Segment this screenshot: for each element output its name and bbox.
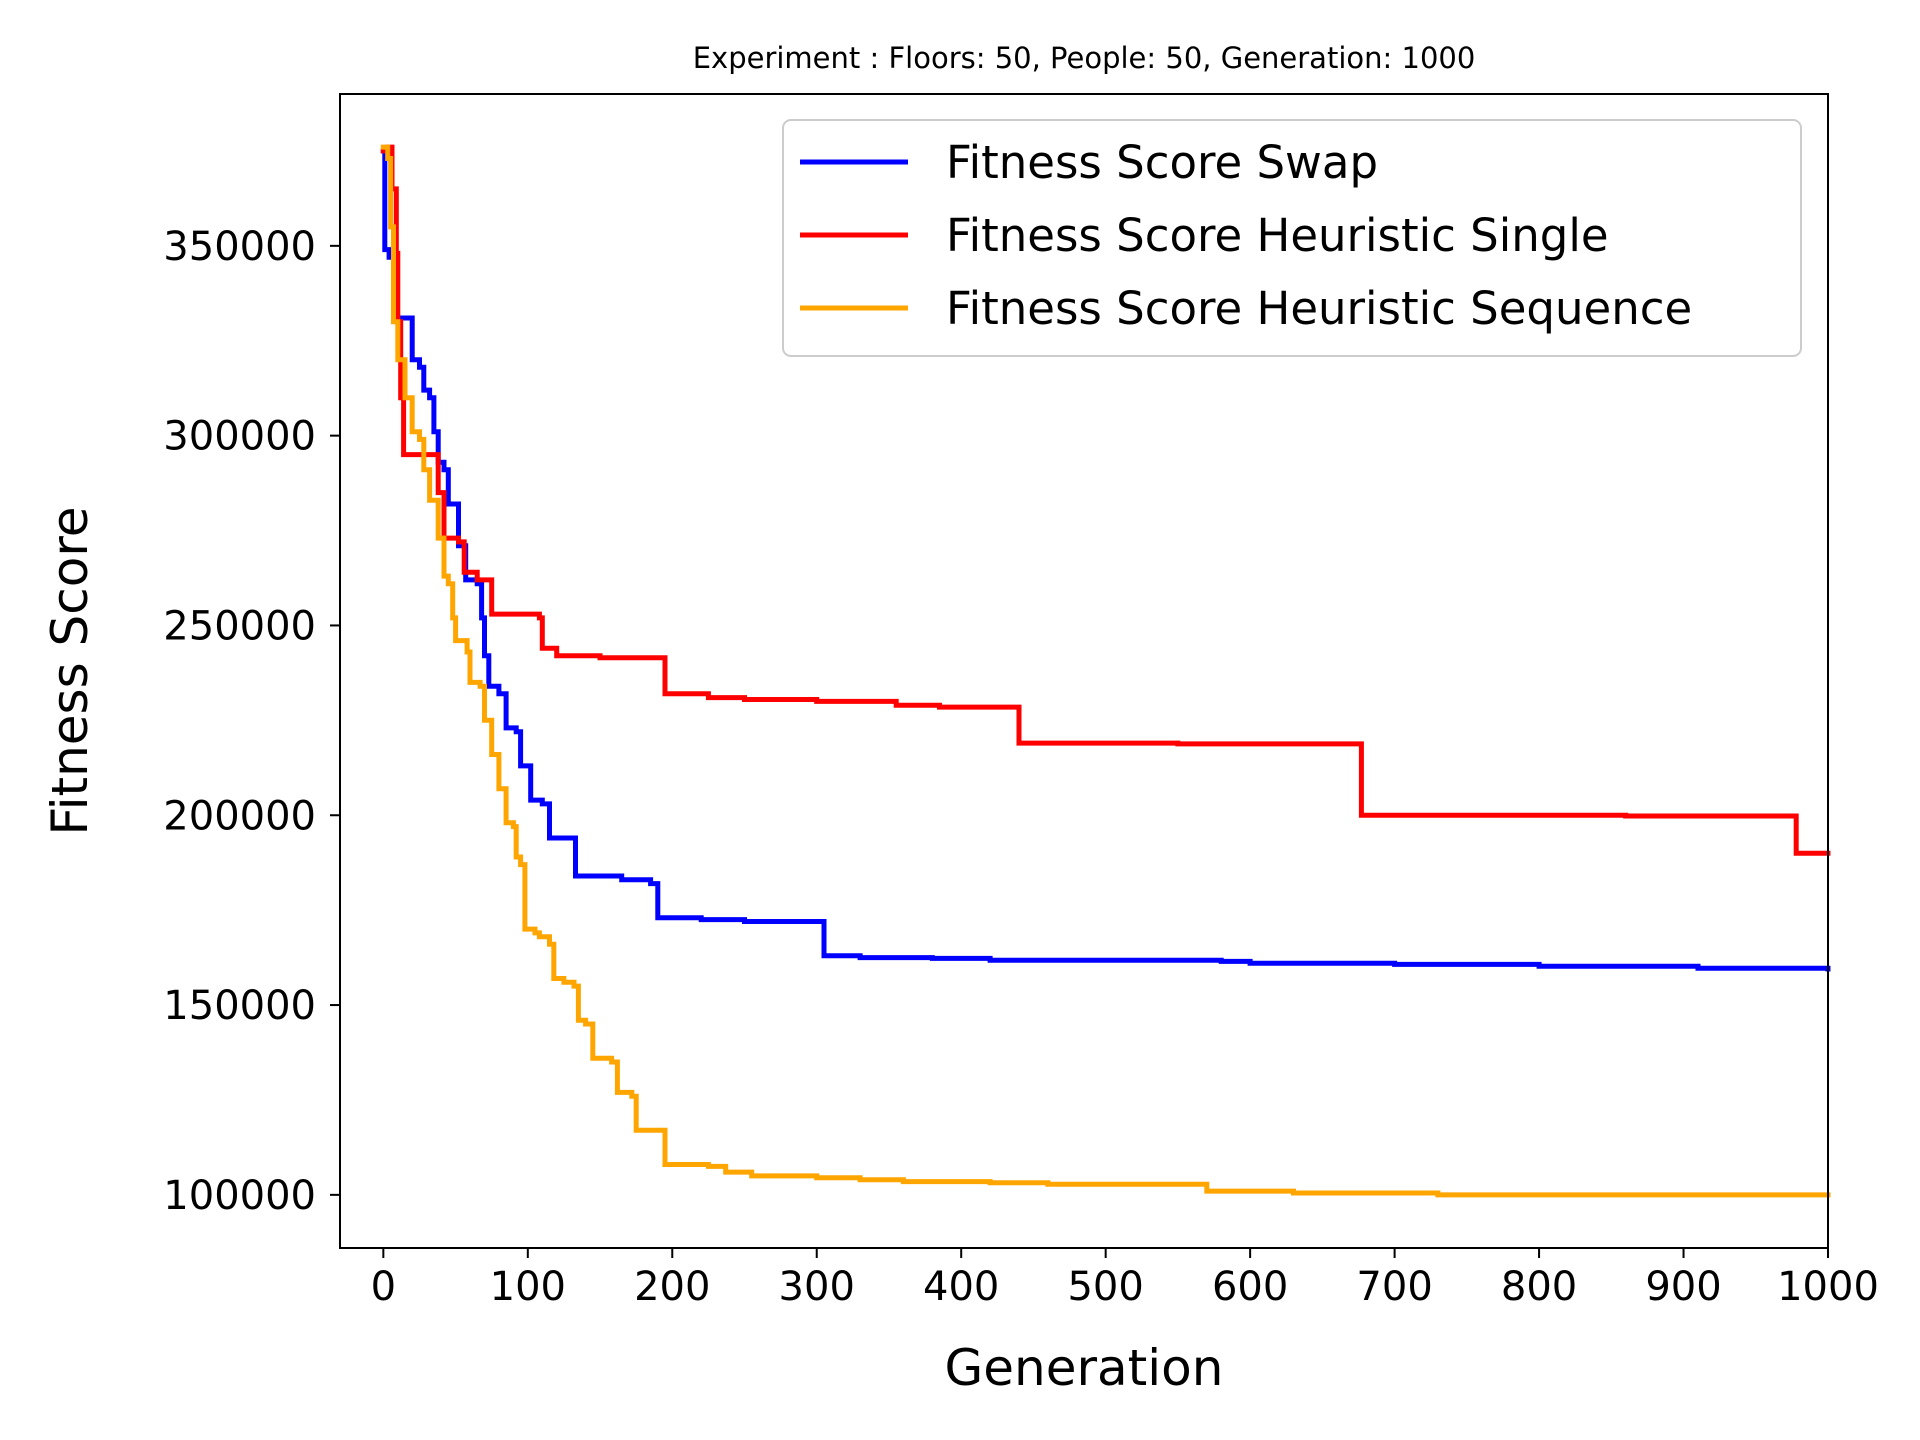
y-axis-label: Fitness Score bbox=[41, 506, 99, 835]
y-tick-label: 200000 bbox=[163, 793, 316, 839]
x-tick-label: 0 bbox=[371, 1264, 396, 1310]
series-line-0 bbox=[380, 148, 1831, 972]
chart-title: Experiment : Floors: 50, People: 50, Gen… bbox=[693, 41, 1476, 75]
x-tick-label: 400 bbox=[923, 1264, 999, 1310]
x-tick-label: 700 bbox=[1356, 1264, 1432, 1310]
series-layer bbox=[380, 144, 1831, 1198]
x-tick-label: 800 bbox=[1501, 1264, 1577, 1310]
x-axis-label: Generation bbox=[945, 1339, 1224, 1397]
y-tick-label: 350000 bbox=[163, 224, 316, 270]
y-tick-label: 150000 bbox=[163, 983, 316, 1029]
x-tick-label: 900 bbox=[1645, 1264, 1721, 1310]
y-tick-label: 300000 bbox=[163, 414, 316, 460]
y-tick-label: 250000 bbox=[163, 603, 316, 649]
x-tick-label: 300 bbox=[779, 1264, 855, 1310]
legend-label-heuristic-sequence: Fitness Score Heuristic Sequence bbox=[946, 282, 1692, 335]
legend-label-heuristic-single: Fitness Score Heuristic Single bbox=[946, 209, 1609, 262]
x-tick-label: 200 bbox=[634, 1264, 710, 1310]
y-tick-label: 100000 bbox=[163, 1173, 316, 1219]
legend: Fitness Score Swap Fitness Score Heurist… bbox=[782, 119, 1802, 357]
x-tick-label: 600 bbox=[1212, 1264, 1288, 1310]
x-axis: 0 100 200 300 400 500 600 700 800 900 1000 bbox=[371, 1248, 1879, 1310]
legend-label-swap: Fitness Score Swap bbox=[946, 136, 1378, 189]
x-tick-label: 500 bbox=[1067, 1264, 1143, 1310]
plot-frame bbox=[339, 93, 1829, 1249]
x-tick-label: 1000 bbox=[1777, 1264, 1879, 1310]
series-line-2 bbox=[380, 144, 1831, 1198]
legend-box bbox=[782, 119, 1802, 357]
y-axis: 100000 150000 200000 250000 300000 350000 bbox=[163, 224, 340, 1219]
x-tick-label: 100 bbox=[490, 1264, 566, 1310]
